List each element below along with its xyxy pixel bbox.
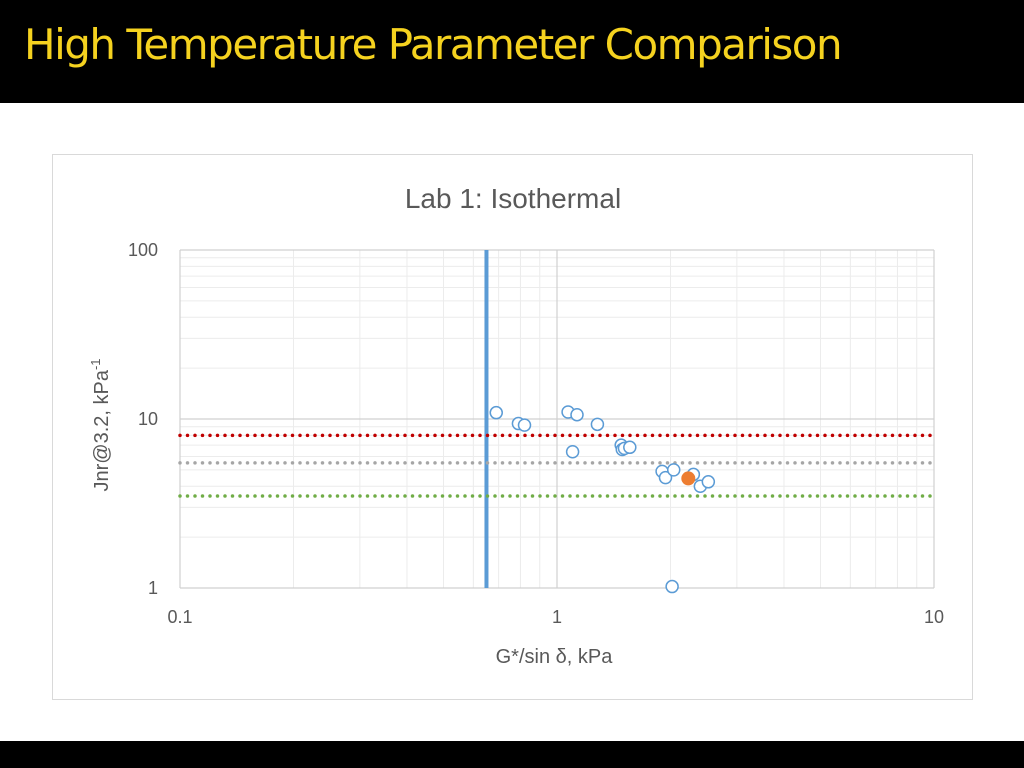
slide-title: High Temperature Parameter Comparison bbox=[24, 20, 843, 69]
x-tick-label: 10 bbox=[924, 607, 944, 627]
chart-title: Lab 1: Isothermal bbox=[405, 183, 621, 214]
data-point bbox=[489, 405, 503, 420]
y-tick-label: 1 bbox=[148, 578, 158, 598]
reference-lines bbox=[178, 250, 936, 588]
chart-area: Lab 1: Isothermal 0.1 1 10 1 10 100 G*/sin δ,… bbox=[52, 154, 973, 700]
scatter-chart: Lab 1: Isothermal 0.1 1 10 1 10 100 G*/sin δ,… bbox=[88, 183, 944, 668]
title-bar: High Temperature Parameter Comparison bbox=[0, 0, 1024, 103]
highlighted-data-point bbox=[681, 471, 696, 486]
data-point bbox=[590, 417, 605, 432]
y-tick-label: 10 bbox=[138, 409, 158, 429]
data-point bbox=[701, 475, 716, 489]
data-point bbox=[623, 440, 637, 455]
x-tick-label: 0.1 bbox=[167, 607, 192, 627]
data-point bbox=[565, 445, 580, 459]
data-point bbox=[665, 579, 679, 594]
bottom-bar bbox=[0, 741, 1024, 768]
data-point bbox=[666, 463, 681, 477]
data-point bbox=[517, 418, 532, 432]
gridlines bbox=[179, 249, 935, 589]
y-axis-label: Jnr@3.2, kPa-1 bbox=[88, 358, 113, 491]
tick-labels: 0.1 1 10 1 10 100 bbox=[128, 240, 944, 627]
y-axis-label-superscript: -1 bbox=[88, 358, 103, 370]
x-tick-label: 1 bbox=[552, 607, 562, 627]
x-axis-label: G*/sin δ, kPa bbox=[496, 646, 614, 668]
y-axis-label-main: Jnr@3.2, kPa bbox=[91, 369, 113, 491]
data-point bbox=[658, 470, 673, 485]
data-point bbox=[570, 407, 584, 422]
y-tick-label: 100 bbox=[128, 240, 158, 260]
data-points bbox=[489, 405, 716, 594]
